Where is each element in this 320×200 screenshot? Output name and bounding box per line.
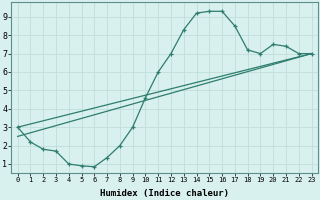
X-axis label: Humidex (Indice chaleur): Humidex (Indice chaleur) [100,189,229,198]
